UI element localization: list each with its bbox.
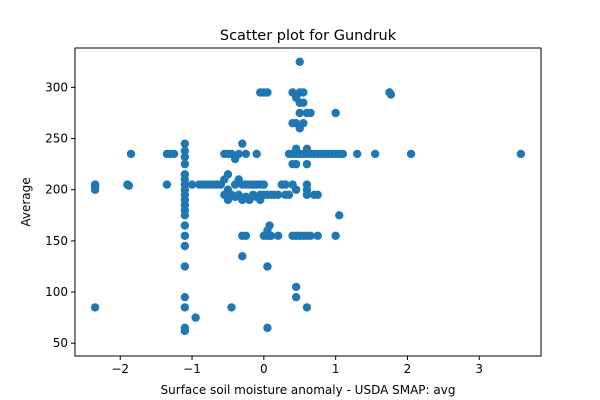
scatter-point xyxy=(291,159,301,169)
y-tick-label: 200 xyxy=(45,183,68,197)
scatter-point xyxy=(238,252,247,261)
scatter-point xyxy=(291,282,301,292)
scatter-point xyxy=(259,180,269,189)
y-tick-label: 300 xyxy=(45,80,68,94)
scatter-point xyxy=(299,98,308,107)
plot-frame xyxy=(74,47,542,357)
scatter-point xyxy=(386,90,396,99)
x-tick-label: 1 xyxy=(332,362,340,376)
x-tick-label: −2 xyxy=(111,362,129,376)
scatter-point xyxy=(284,190,294,200)
scatter-point xyxy=(90,185,100,194)
scatter-point xyxy=(331,108,340,118)
scatter-point xyxy=(180,159,190,169)
scatter-point xyxy=(187,180,197,189)
scatter-point xyxy=(234,149,243,159)
scatter-point xyxy=(126,149,136,159)
scatter-point xyxy=(180,231,190,240)
scatter-point xyxy=(291,292,301,302)
scatter-point xyxy=(338,149,348,159)
scatter-point xyxy=(162,180,172,189)
scatter-point xyxy=(302,190,312,200)
scatter-point xyxy=(180,211,190,220)
scatter-point xyxy=(263,323,272,333)
scatter-point xyxy=(295,108,304,118)
scatter-point xyxy=(352,149,362,159)
y-tick-label: 50 xyxy=(53,336,68,350)
chart-title: Scatter plot for Gundruk xyxy=(220,28,397,44)
scatter-point xyxy=(180,303,190,312)
scatter-point xyxy=(191,313,200,322)
scatter-point xyxy=(306,108,315,118)
scatter-point xyxy=(281,180,290,189)
scatter-point xyxy=(263,262,272,271)
x-tick-label: 0 xyxy=(260,362,268,376)
scatter-point xyxy=(180,262,190,271)
scatter-point xyxy=(241,231,251,240)
x-tick-label: 2 xyxy=(404,362,412,376)
x-tick-label: 3 xyxy=(475,362,483,376)
scatter-point xyxy=(266,231,276,240)
scatter-point xyxy=(238,139,247,148)
y-tick-label: 150 xyxy=(45,234,68,248)
scatter-point xyxy=(227,303,236,312)
y-tick-label: 250 xyxy=(45,132,68,146)
y-tick-label: 100 xyxy=(45,285,68,299)
y-axis-ticks: 50 100 150 200 250 300 xyxy=(45,80,75,350)
scatter-point xyxy=(180,152,190,162)
scatter-point xyxy=(180,221,190,230)
scatter-point xyxy=(90,303,100,312)
scatter-point xyxy=(406,149,416,159)
scatter-point xyxy=(180,139,190,148)
x-axis-label: Surface soil moisture anomaly - USDA SMA… xyxy=(161,383,456,397)
scatter-point xyxy=(516,149,526,159)
scatter-point xyxy=(223,170,233,179)
scatter-point xyxy=(302,303,312,312)
scatter-point xyxy=(180,292,190,302)
scatter-point xyxy=(291,185,301,194)
scatter-point xyxy=(299,119,308,128)
scatter-point xyxy=(313,190,322,200)
data-points xyxy=(90,57,526,336)
scatter-point xyxy=(124,181,134,190)
scatter-point xyxy=(180,241,190,251)
scatter-point xyxy=(252,149,261,159)
scatter-point xyxy=(180,326,190,336)
scatter-point xyxy=(169,149,179,159)
scatter-point xyxy=(295,57,304,67)
scatter-point xyxy=(274,190,283,200)
scatter-point xyxy=(274,231,283,240)
x-axis-ticks: −2 −1 0 1 2 3 xyxy=(111,356,483,376)
scatter-point xyxy=(306,231,315,240)
scatter-point xyxy=(313,231,322,240)
scatter-point xyxy=(302,159,312,169)
scatter-point xyxy=(299,88,308,97)
scatter-point xyxy=(370,149,380,159)
scatter-point xyxy=(335,211,344,220)
scatter-point xyxy=(263,88,272,97)
scatter-point xyxy=(180,146,190,156)
scatter-point xyxy=(331,231,340,240)
scatter-point xyxy=(265,221,274,230)
y-axis-label: Average xyxy=(19,177,33,226)
x-tick-label: −1 xyxy=(183,362,201,376)
scatter-point xyxy=(241,149,251,159)
